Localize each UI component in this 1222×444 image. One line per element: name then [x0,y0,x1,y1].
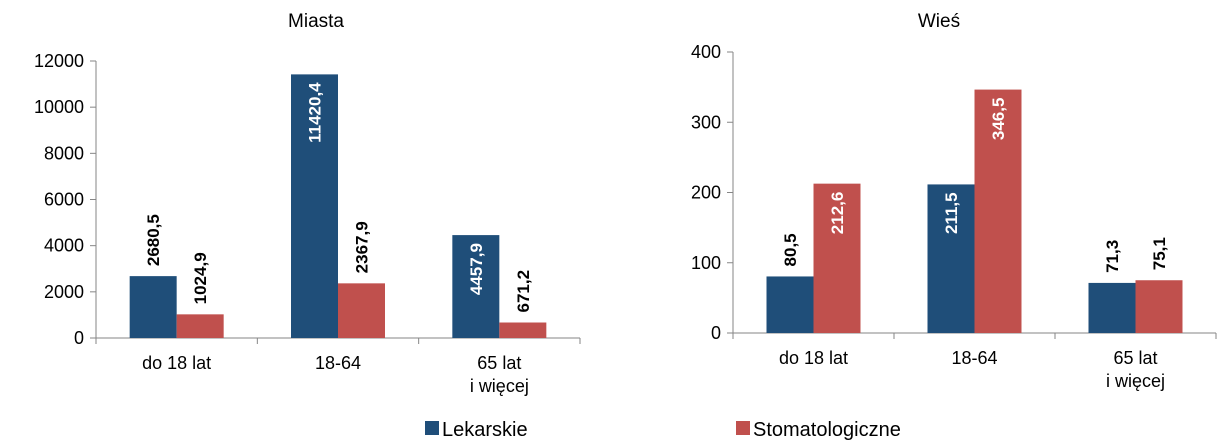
chart-title: Wieś [918,11,960,32]
data-label: 1024,9 [191,252,210,304]
legend-label: Lekarskie [442,419,528,441]
bar-lekarskie [129,276,177,338]
data-label: 2367,9 [353,221,372,273]
x-tick-label: do 18 lat [779,348,848,368]
y-tick-label: 0 [711,323,721,343]
x-tick-label: 65 lat i więcej [470,353,529,396]
bar-lekarskie [927,184,975,333]
bar-lekarskie [291,74,338,339]
legend-swatch [425,421,439,435]
chart-panel-2: Wieś 0 100 200 300 400 do 18 lat 80,5 212,6 18-64… [691,11,1217,391]
legend: Lekarskie Stomatologiczne [425,419,901,441]
y-tick-label: 200 [691,183,721,203]
x-tick-label: 18-64 [951,348,997,368]
chart-panel-1: Miasta 0 2000 4000 6000 8000 10000 12000 do 18 l… [34,11,581,396]
y-tick-label: 6000 [44,190,84,210]
chart-title: Miasta [288,11,344,32]
y-tick-label: 100 [691,253,721,273]
bar-lekarskie [766,276,814,333]
data-label: 671,2 [514,270,533,313]
data-label: 11420,4 [306,82,325,143]
x-tick-label: 65 lat i więcej [1106,348,1165,391]
bar-stomatologiczne [499,322,547,338]
x-tick-label: 18-64 [315,353,361,373]
data-label: 80,5 [781,233,800,266]
legend-label: Stomatologiczne [753,419,901,441]
y-tick-label: 4000 [44,236,84,256]
y-tick-label: 10000 [34,97,84,117]
y-tick-label: 0 [74,328,84,348]
bar-lekarskie [1088,282,1136,333]
y-tick-label: 2000 [44,282,84,302]
bar-stomatologiczne [974,89,1022,334]
bar-stomatologiczne [338,283,385,338]
bar-stomatologiczne [813,183,861,333]
y-tick-label: 12000 [34,51,84,71]
bar-stomatologiczne [176,314,224,338]
data-label: 2680,5 [144,214,163,266]
bar-lekarskie [452,235,500,338]
y-tick-label: 400 [691,42,721,62]
data-label: 346,5 [989,98,1008,141]
bar-stomatologiczne [1135,280,1183,333]
data-label: 71,3 [1103,240,1122,273]
data-label: 4457,9 [467,243,486,295]
x-tick-label: do 18 lat [142,353,211,373]
data-label: 75,1 [1150,237,1169,270]
data-label: 211,5 [942,192,961,234]
y-tick-label: 300 [691,112,721,132]
data-label: 212,6 [828,192,847,235]
y-tick-label: 8000 [44,143,84,163]
legend-swatch [736,421,750,435]
